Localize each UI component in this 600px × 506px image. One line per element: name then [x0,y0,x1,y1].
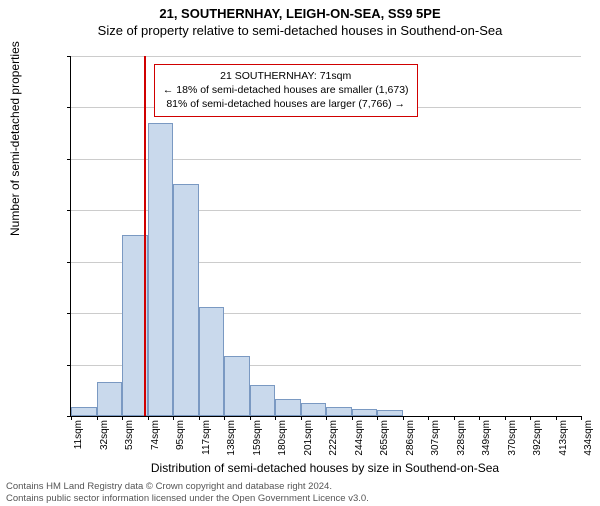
histogram-bar [199,307,225,416]
address-title: 21, SOUTHERNHAY, LEIGH-ON-SEA, SS9 5PE [0,6,600,21]
x-tick: 32sqm [99,420,110,450]
callout-line-3: 81% of semi-detached houses are larger (… [163,97,409,111]
x-tick: 201sqm [303,420,314,456]
histogram-bar [148,123,174,416]
attribution-footer: Contains HM Land Registry data © Crown c… [6,481,369,504]
y-tick-labels: 0500100015002000250030003500 [0,56,70,416]
x-tick: 434sqm [583,420,594,456]
x-tick: 286sqm [405,420,416,456]
x-tick: 53sqm [124,420,135,450]
x-axis-label: Distribution of semi-detached houses by … [70,461,580,475]
x-tick: 265sqm [379,420,390,456]
x-tick: 222sqm [328,420,339,456]
x-tick: 413sqm [558,420,569,456]
x-tick: 117sqm [201,420,212,455]
subtitle: Size of property relative to semi-detach… [0,23,600,38]
histogram-bar [301,403,327,416]
histogram-bar [326,407,352,416]
histogram-bar [275,399,301,416]
histogram-bar [97,382,123,416]
x-tick: 244sqm [354,420,365,456]
x-tick: 11sqm [73,420,84,449]
callout-line-1: 21 SOUTHERNHAY: 71sqm [163,69,409,83]
x-tick: 349sqm [481,420,492,456]
property-marker-line [144,56,146,416]
info-callout: 21 SOUTHERNHAY: 71sqm← 18% of semi-detac… [154,64,418,117]
x-tick: 392sqm [532,420,543,456]
x-tick: 307sqm [430,420,441,456]
callout-line-2: ← 18% of semi-detached houses are smalle… [163,83,409,97]
x-tick-labels: 11sqm 32sqm 53sqm 74sqm 95sqm 117sqm 138sqm 159… [70,416,580,466]
footer-line-2: Contains public sector information licen… [6,493,369,504]
x-tick: 180sqm [277,420,288,456]
histogram-bar [71,407,97,416]
x-tick: 95sqm [175,420,186,450]
x-tick: 159sqm [252,420,263,456]
x-tick: 138sqm [226,420,237,456]
histogram-bar [173,184,199,416]
x-tick: 328sqm [456,420,467,456]
chart-plot-area: 21 SOUTHERNHAY: 71sqm← 18% of semi-detac… [70,56,581,417]
histogram-bar [224,356,250,416]
histogram-bar [352,409,378,416]
footer-line-1: Contains HM Land Registry data © Crown c… [6,481,369,492]
x-tick: 74sqm [150,420,161,450]
histogram-bar [250,385,276,416]
x-tick: 370sqm [507,420,518,456]
